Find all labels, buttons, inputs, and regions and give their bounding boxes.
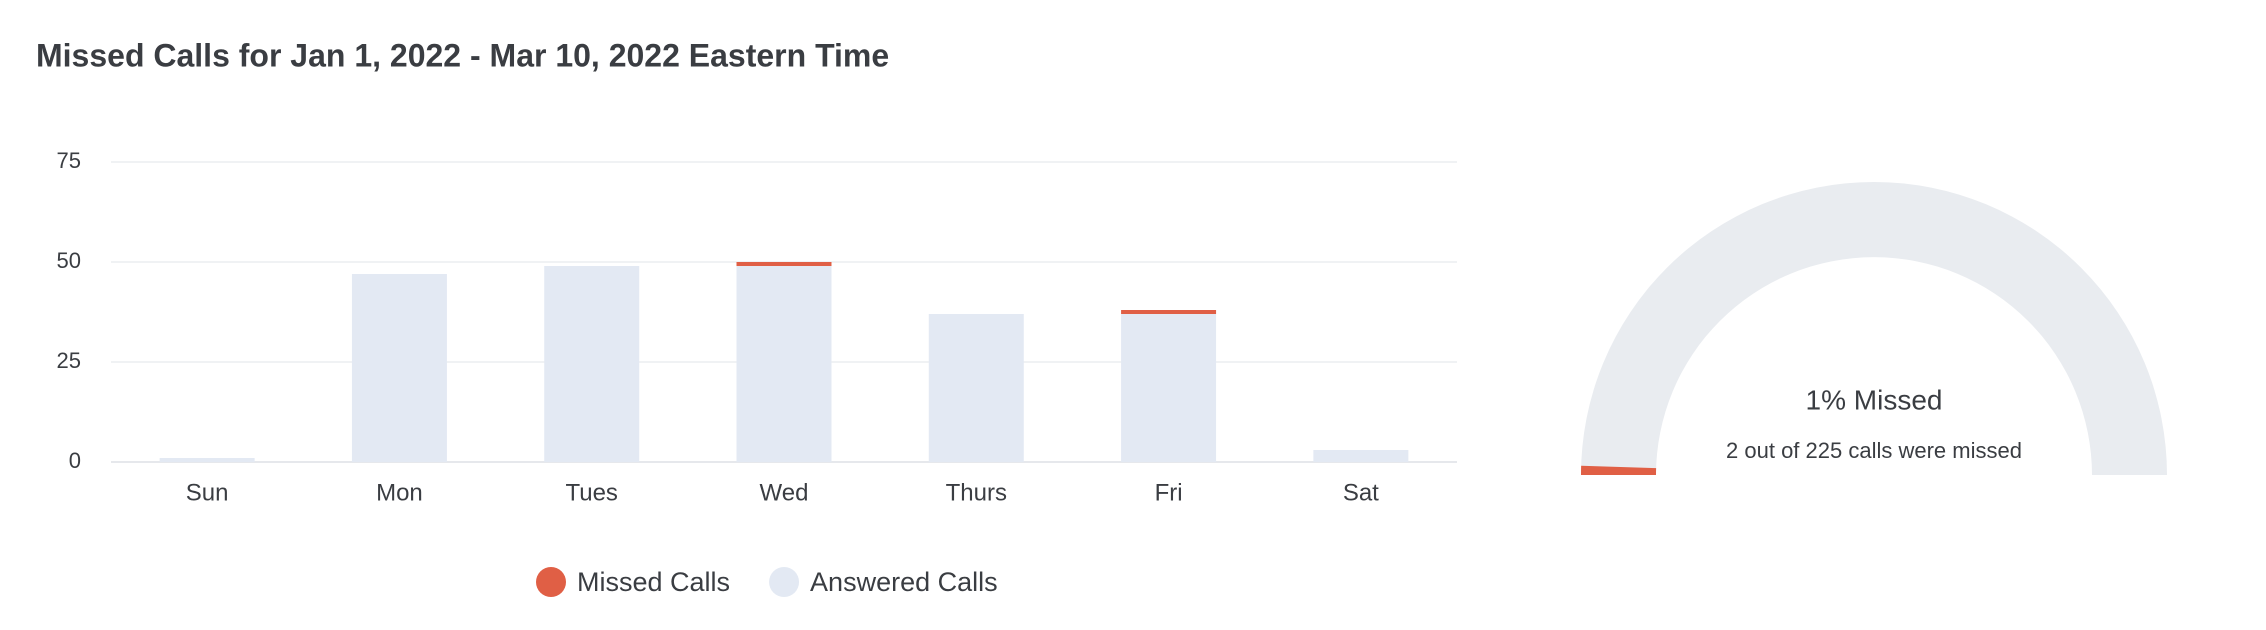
x-tick-label: Thurs <box>946 479 1007 506</box>
legend-label: Missed Calls <box>577 567 730 597</box>
y-tick-label: 50 <box>57 248 81 273</box>
bar-segment <box>159 458 255 462</box>
gauge-label: 1% Missed <box>1806 384 1943 415</box>
bar-segment <box>1121 314 1217 462</box>
bar-segment <box>736 262 832 266</box>
legend-swatch <box>769 567 800 597</box>
gauge-subtitle: 2 out of 225 calls were missed <box>1726 438 2022 463</box>
x-tick-label: Mon <box>376 479 423 506</box>
x-tick-label: Wed <box>760 479 809 506</box>
bar-segment <box>736 266 832 462</box>
bar-segment <box>928 314 1024 462</box>
bar-segment <box>1313 450 1409 462</box>
y-tick-label: 75 <box>57 148 81 173</box>
gauge-value <box>1581 465 1657 475</box>
y-tick-label: 25 <box>57 348 81 373</box>
gauge-track <box>1581 182 2167 475</box>
legend-swatch <box>536 567 566 597</box>
x-tick-label: Sat <box>1343 479 1379 506</box>
bar-segment <box>1121 310 1217 314</box>
legend-label: Answered Calls <box>810 567 998 597</box>
chart-title: Missed Calls for Jan 1, 2022 - Mar 10, 2… <box>36 37 889 73</box>
bar-segment <box>351 274 447 462</box>
x-tick-label: Tues <box>565 479 617 506</box>
x-tick-label: Fri <box>1155 479 1183 506</box>
y-tick-label: 0 <box>69 448 81 473</box>
x-tick-label: Sun <box>186 479 229 506</box>
bar-segment <box>544 266 640 462</box>
